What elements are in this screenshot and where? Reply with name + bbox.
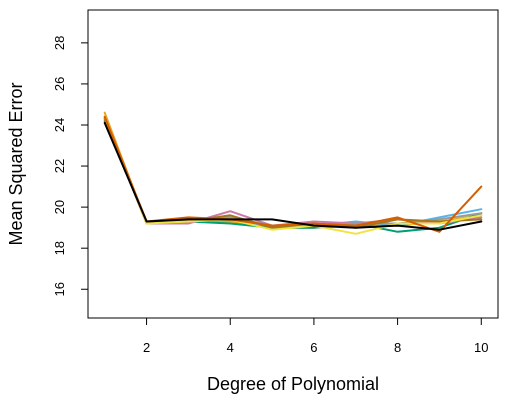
y-tick-label: 18 xyxy=(52,241,67,255)
y-axis: 16 18 20 22 24 26 28 xyxy=(52,36,88,296)
x-axis: 2 4 6 8 10 xyxy=(143,318,488,355)
x-tick-label: 6 xyxy=(310,340,317,355)
x-tick-label: 10 xyxy=(474,340,488,355)
series-line-3 xyxy=(103,119,483,233)
series-line-4 xyxy=(103,115,483,227)
series-line-2 xyxy=(103,117,483,229)
series-line-6 xyxy=(103,117,483,229)
x-tick-label: 8 xyxy=(394,340,401,355)
series-line-9 xyxy=(103,121,483,231)
x-axis-title: Degree of Polynomial xyxy=(207,374,379,394)
x-tick-label: 4 xyxy=(227,340,234,355)
series-line-1 xyxy=(103,111,483,229)
y-tick-label: 22 xyxy=(52,159,67,173)
x-tick-label: 2 xyxy=(143,340,150,355)
plot-frame xyxy=(87,9,499,319)
y-tick-label: 26 xyxy=(52,77,67,91)
y-tick-label: 28 xyxy=(52,36,67,50)
series-layer xyxy=(103,111,483,235)
y-tick-label: 24 xyxy=(52,118,67,132)
y-axis-title: Mean Squared Error xyxy=(6,82,26,245)
y-tick-label: 16 xyxy=(52,282,67,296)
y-tick-label: 20 xyxy=(52,200,67,214)
series-line-7 xyxy=(103,115,483,235)
series-line-5 xyxy=(103,117,483,227)
series-line-8 xyxy=(103,115,483,233)
